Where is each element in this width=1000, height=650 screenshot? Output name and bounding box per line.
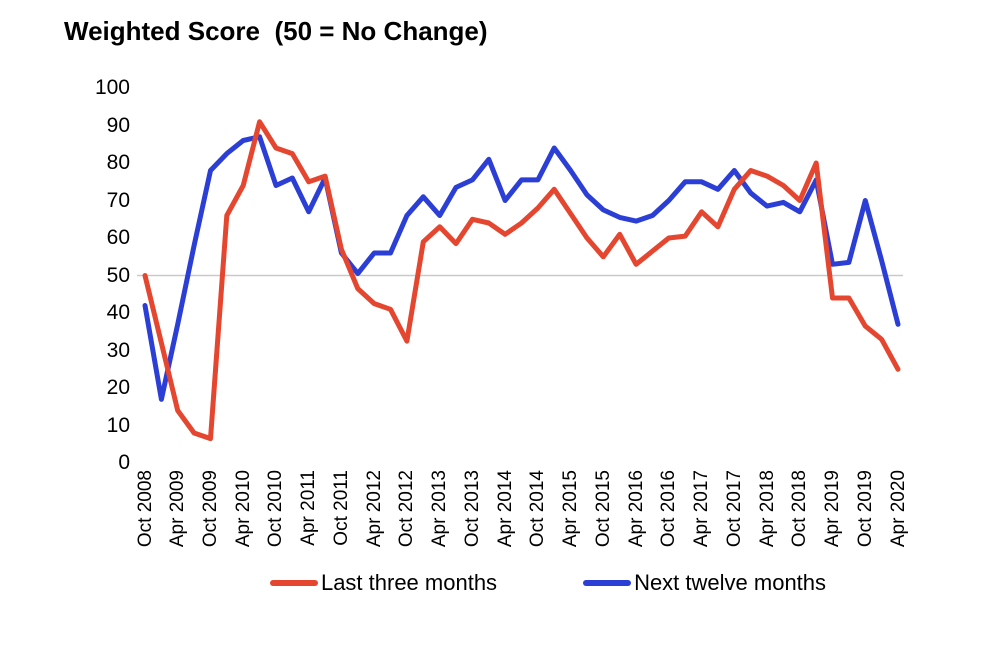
y-tick-label-10: 10 — [106, 413, 130, 437]
x-tick-label-oct-2010: Oct 2010 — [265, 470, 287, 548]
x-tick-label-oct-2018: Oct 2018 — [789, 470, 811, 548]
y-tick-label-40: 40 — [106, 301, 130, 324]
x-tick-label-oct-2017: Oct 2017 — [723, 470, 745, 548]
x-tick-label-apr-2009: Apr 2009 — [167, 470, 189, 548]
y-tick-label-100: 100 — [94, 76, 130, 99]
y-tick-label-20: 20 — [106, 376, 130, 399]
x-tick-label-apr-2012: Apr 2012 — [363, 470, 385, 548]
x-tick-label-oct-2019: Oct 2019 — [854, 470, 876, 548]
y-tick-label-0: 0 — [118, 451, 130, 474]
chart-title: Weighted Score (50 = No Change) — [64, 16, 488, 46]
x-tick-label-oct-2011: Oct 2011 — [330, 470, 352, 546]
legend: Last three months Next twelve months — [0, 570, 1000, 596]
series-line-red — [142, 119, 901, 442]
series-line-blue — [142, 134, 901, 402]
x-tick-label-apr-2011: Apr 2011 — [298, 470, 320, 546]
x-tick-label-apr-2016: Apr 2016 — [625, 470, 647, 548]
legend-swatch-blue — [583, 580, 632, 586]
x-tick-label-apr-2020: Apr 2020 — [887, 470, 909, 548]
x-tick-label-oct-2013: Oct 2013 — [461, 470, 483, 548]
x-tick-label-apr-2018: Apr 2018 — [756, 470, 778, 548]
x-tick-label-apr-2014: Apr 2014 — [494, 470, 516, 548]
x-tick-label-apr-2019: Apr 2019 — [822, 470, 844, 548]
x-tick-label-oct-2012: Oct 2012 — [396, 470, 418, 548]
y-tick-label-90: 90 — [106, 113, 130, 137]
legend-label: Next twelve months — [634, 570, 827, 595]
x-tick-label-apr-2017: Apr 2017 — [691, 470, 713, 548]
x-tick-label-oct-2016: Oct 2016 — [658, 470, 680, 548]
y-tick-label-30: 30 — [106, 338, 130, 362]
y-tick-label-50: 50 — [106, 263, 130, 287]
legend-label: Last three months — [320, 570, 498, 595]
y-tick-label-70: 70 — [106, 188, 130, 212]
x-tick-label-oct-2008: Oct 2008 — [134, 470, 156, 548]
legend-item-red: Last three months — [269, 570, 498, 596]
y-tick-label-60: 60 — [106, 226, 130, 249]
x-tick-label-apr-2013: Apr 2013 — [429, 470, 451, 548]
x-tick-label-oct-2009: Oct 2009 — [199, 470, 221, 548]
x-tick-label-apr-2010: Apr 2010 — [232, 470, 254, 548]
y-tick-label-80: 80 — [106, 151, 130, 174]
x-tick-label-oct-2015: Oct 2015 — [592, 470, 614, 548]
x-tick-label-apr-2015: Apr 2015 — [560, 470, 582, 548]
x-tick-label-oct-2014: Oct 2014 — [527, 470, 549, 548]
legend-swatch-red — [269, 580, 318, 586]
legend-item-blue: Next twelve months — [583, 570, 826, 596]
